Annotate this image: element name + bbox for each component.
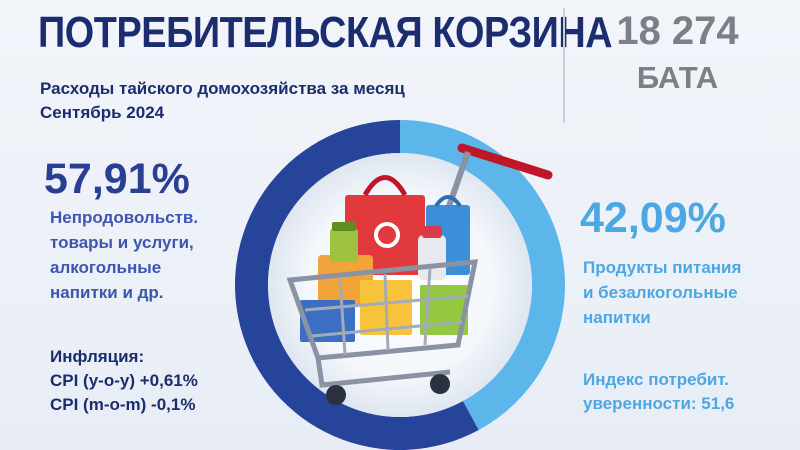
inflation-title: Инфляция: xyxy=(50,347,145,366)
donut-slice-nonfood xyxy=(235,120,479,450)
confidence-index: Индекс потребит. уверенности: 51,6 xyxy=(583,368,734,416)
total-value: 18 274 xyxy=(616,9,739,53)
donut-slice-food xyxy=(400,120,565,431)
nonfood-percent: 57,91% xyxy=(44,155,190,203)
subtitle: Расходы тайского домохозяйства за месяц … xyxy=(40,77,405,125)
food-desc-line: и безалкогольные xyxy=(583,283,738,302)
cpi-yoy: CPI (y-o-y) +0,61% xyxy=(50,371,198,390)
nonfood-desc-line: товары и услуги, xyxy=(50,233,194,252)
nonfood-desc-line: алкогольные xyxy=(50,258,162,277)
confidence-line-1: Индекс потребит. xyxy=(583,370,729,389)
total-currency: БАТА xyxy=(636,60,719,95)
cpi-mom: CPI (m-o-m) -0,1% xyxy=(50,395,196,414)
shopping-cart-icon xyxy=(286,143,553,405)
food-description: Продукты питания и безалкогольные напитк… xyxy=(583,255,783,330)
confidence-line-2: уверенности: 51,6 xyxy=(583,394,735,413)
subtitle-line-2: Сентябрь 2024 xyxy=(40,103,165,122)
food-desc-line: напитки xyxy=(583,308,651,327)
food-desc-line: Продукты питания xyxy=(583,258,742,277)
nonfood-desc-line: напитки и др. xyxy=(50,283,164,302)
subtitle-line-1: Расходы тайского домохозяйства за месяц xyxy=(40,79,405,98)
food-percent: 42,09% xyxy=(580,194,726,242)
inflation-block: Инфляция: CPI (y-o-y) +0,61% CPI (m-o-m)… xyxy=(50,345,198,417)
page-title: ПОТРЕБИТЕЛЬСКАЯ КОРЗИНА xyxy=(38,8,613,57)
nonfood-description: Непродовольств. товары и услуги, алкогол… xyxy=(50,205,230,305)
header-divider xyxy=(563,8,565,123)
nonfood-desc-line: Непродовольств. xyxy=(50,208,199,227)
